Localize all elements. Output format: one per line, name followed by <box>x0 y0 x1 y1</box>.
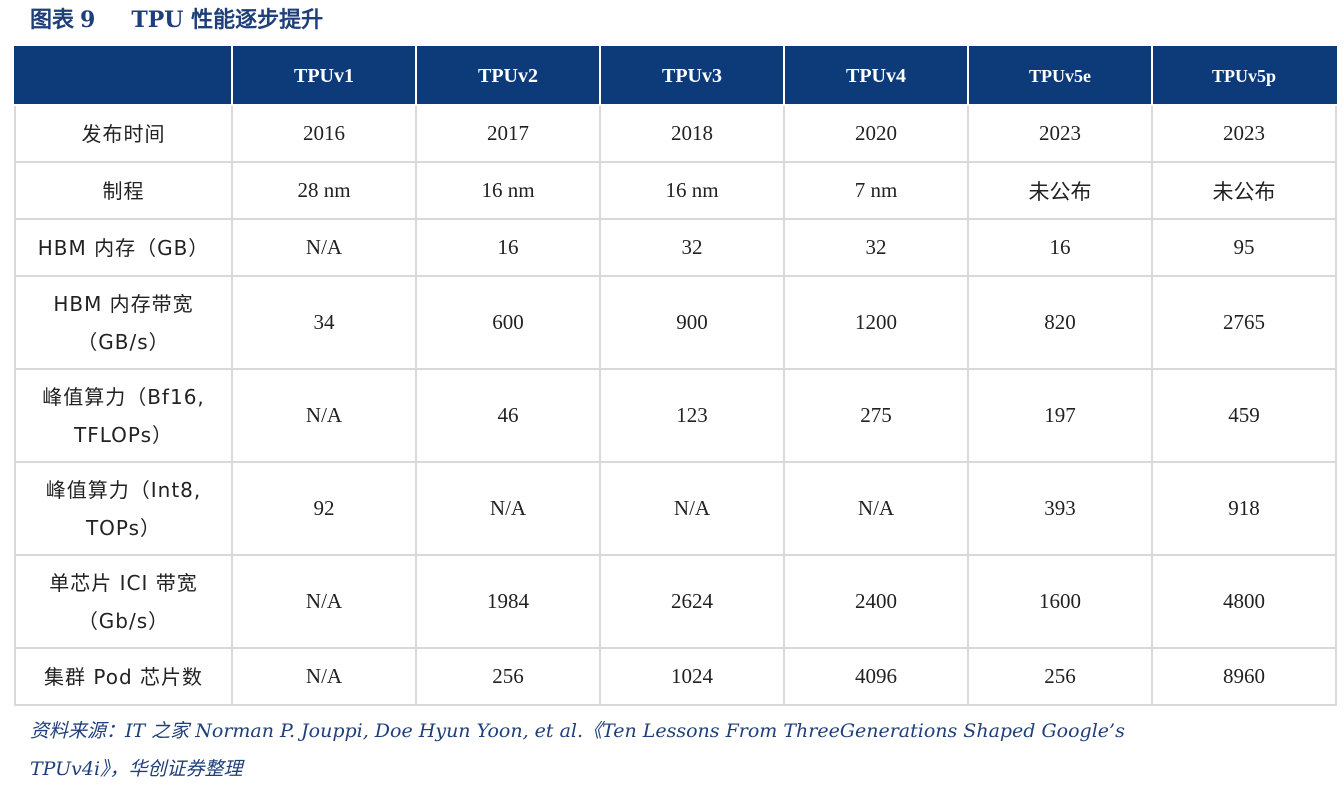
table-cell: N/A <box>231 554 417 649</box>
table-cell: 600 <box>415 275 601 370</box>
table-cell: N/A <box>415 461 601 556</box>
column-header: TPUv2 <box>415 46 601 106</box>
table-cell: N/A <box>599 461 785 556</box>
row-label: 峰值算力（Bf16, <box>42 384 205 409</box>
table-cell: 4800 <box>1151 554 1337 649</box>
row-label-cell: HBM 内存带宽 （GB/s） <box>14 275 233 370</box>
table-cell: 46 <box>415 368 601 463</box>
table-row: 单芯片 ICI 带宽 （Gb/s） N/A 1984 2624 2400 1600 4800 <box>14 554 1337 649</box>
table-cell: 820 <box>967 275 1153 370</box>
row-label: HBM 内存（GB） <box>37 235 210 260</box>
table-cell: 2400 <box>783 554 969 649</box>
row-label-cell: 峰值算力（Bf16, TFLOPs） <box>14 368 233 463</box>
row-label-cell: 发布时间 <box>14 104 233 163</box>
row-label-cell: HBM 内存（GB） <box>14 218 233 277</box>
figure-name: TPU 性能逐步提升 <box>131 7 324 33</box>
table-cell: 34 <box>231 275 417 370</box>
table-cell: 918 <box>1151 461 1337 556</box>
table-cell: 1024 <box>599 647 785 706</box>
column-header: TPUv4 <box>783 46 969 106</box>
table-cell: N/A <box>231 218 417 277</box>
table-cell: 2023 <box>1151 104 1337 163</box>
row-label-cell: 单芯片 ICI 带宽 （Gb/s） <box>14 554 233 649</box>
row-label: 集群 Pod 芯片数 <box>44 664 203 689</box>
table-cell: 1984 <box>415 554 601 649</box>
table-cell: 16 nm <box>599 161 785 220</box>
table-cell: 16 <box>415 218 601 277</box>
row-label: TFLOPs） <box>73 422 174 447</box>
table-cell: 16 <box>967 218 1153 277</box>
table-cell: 32 <box>599 218 785 277</box>
table-cell: 123 <box>599 368 785 463</box>
table-row: 发布时间 2016 2017 2018 2020 2023 2023 <box>14 104 1337 163</box>
table-row: HBM 内存（GB） N/A 16 32 32 16 95 <box>14 218 1337 277</box>
figure-label: 图表 <box>30 7 75 33</box>
table-cell: 1600 <box>967 554 1153 649</box>
source-line: 资料来源：IT 之家 Norman P. Jouppi, Doe Hyun Yo… <box>30 720 1125 742</box>
table-row: 制程 28 nm 16 nm 16 nm 7 nm 未公布 未公布 <box>14 161 1337 220</box>
table-header-row: TPUv1 TPUv2 TPUv3 TPUv4 TPUv5e TPUv5p <box>14 46 1337 106</box>
column-header: TPUv3 <box>599 46 785 106</box>
table-cell: 28 nm <box>231 161 417 220</box>
column-header: TPUv1 <box>231 46 417 106</box>
table-cell: 1200 <box>783 275 969 370</box>
table-cell: 未公布 <box>967 161 1153 220</box>
row-label: 制程 <box>102 178 145 203</box>
table-cell: 2016 <box>231 104 417 163</box>
row-label: HBM 内存带宽 <box>53 291 194 316</box>
table-cell: 2017 <box>415 104 601 163</box>
table-cell: 7 nm <box>783 161 969 220</box>
table-cell: 256 <box>967 647 1153 706</box>
table-cell: 8960 <box>1151 647 1337 706</box>
row-label-cell: 峰值算力（Int8, TOPs） <box>14 461 233 556</box>
table-row: 峰值算力（Int8, TOPs） 92 N/A N/A N/A 393 918 <box>14 461 1337 556</box>
table-row: 峰值算力（Bf16, TFLOPs） N/A 46 123 275 197 459 <box>14 368 1337 463</box>
table-cell: 未公布 <box>1151 161 1337 220</box>
table-cell: 2020 <box>783 104 969 163</box>
row-label: 单芯片 ICI 带宽 <box>49 570 198 595</box>
table-row: HBM 内存带宽 （GB/s） 34 600 900 1200 820 2765 <box>14 275 1337 370</box>
header-corner-cell <box>14 46 233 106</box>
row-label: TOPs） <box>85 515 162 540</box>
table-row: 集群 Pod 芯片数 N/A 256 1024 4096 256 8960 <box>14 647 1337 706</box>
table-cell: 32 <box>783 218 969 277</box>
row-label: （GB/s） <box>77 329 170 354</box>
row-label: 峰值算力（Int8, <box>45 477 202 502</box>
table-cell: 2765 <box>1151 275 1337 370</box>
row-label-cell: 制程 <box>14 161 233 220</box>
column-header: TPUv5p <box>1151 46 1337 106</box>
column-header: TPUv5e <box>967 46 1153 106</box>
row-label-cell: 集群 Pod 芯片数 <box>14 647 233 706</box>
table-cell: 2624 <box>599 554 785 649</box>
table-cell: 459 <box>1151 368 1337 463</box>
table-cell: 2018 <box>599 104 785 163</box>
tpu-spec-table: TPUv1 TPUv2 TPUv3 TPUv4 TPUv5e TPUv5p 发布… <box>14 46 1337 706</box>
table-cell: 92 <box>231 461 417 556</box>
table-cell: N/A <box>783 461 969 556</box>
source-note: 资料来源：IT 之家 Norman P. Jouppi, Doe Hyun Yo… <box>30 712 1150 788</box>
source-line: TPUv4i》，华创证券整理 <box>30 758 243 780</box>
table-cell: N/A <box>231 368 417 463</box>
table-cell: 900 <box>599 275 785 370</box>
table-cell: 393 <box>967 461 1153 556</box>
table-cell: 2023 <box>967 104 1153 163</box>
table-cell: N/A <box>231 647 417 706</box>
table-cell: 95 <box>1151 218 1337 277</box>
table-cell: 256 <box>415 647 601 706</box>
table-cell: 275 <box>783 368 969 463</box>
row-label: 发布时间 <box>81 121 166 146</box>
row-label: （Gb/s） <box>77 608 170 633</box>
table-cell: 4096 <box>783 647 969 706</box>
figure-number: 9 <box>80 7 96 33</box>
figure-title: 图表 9 TPU 性能逐步提升 <box>30 4 323 36</box>
table-cell: 16 nm <box>415 161 601 220</box>
table-cell: 197 <box>967 368 1153 463</box>
